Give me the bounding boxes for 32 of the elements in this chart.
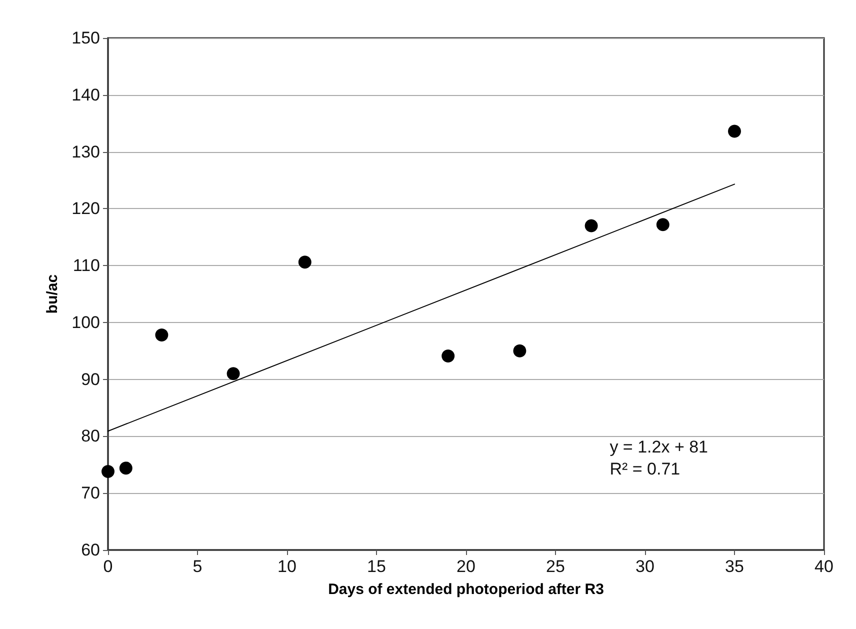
x-tick-label: 20 [456,557,476,576]
y-tick-label: 90 [81,370,100,389]
x-tick-label: 5 [192,557,202,576]
point [728,124,741,138]
point [155,328,168,342]
y-axis-title: bu/ac [44,274,61,314]
y-tick-label: 60 [81,540,100,560]
y-tick-label: 120 [72,199,100,218]
x-tick-label: 15 [367,557,386,576]
x-tick-label: 35 [725,557,744,576]
x-tick-label: 40 [814,557,834,576]
point [226,367,240,380]
point [119,462,132,475]
y-tick-label: 140 [72,85,100,104]
point [513,344,526,358]
point [442,350,455,363]
x-axis-title: Days of extended photoperiod after R3 [328,581,604,598]
x-tick-label: 10 [278,557,296,576]
annotation: y = 1.2x + 81 R² = 0.71 [610,438,708,478]
y-tick-label: 100 [72,312,100,332]
y-tick-label: 70 [81,484,100,503]
point [298,256,312,269]
y-tick-label: 150 [72,28,100,48]
y-tick-label: 130 [72,142,100,162]
y-tick-label: 110 [72,256,100,276]
y-tick-label: 80 [81,426,100,446]
x-tick-label: 25 [546,557,565,576]
x-tick-label: 30 [636,557,654,576]
point [584,219,598,232]
x-tick-label: 0 [103,557,113,576]
point [656,218,670,232]
point [102,464,114,478]
